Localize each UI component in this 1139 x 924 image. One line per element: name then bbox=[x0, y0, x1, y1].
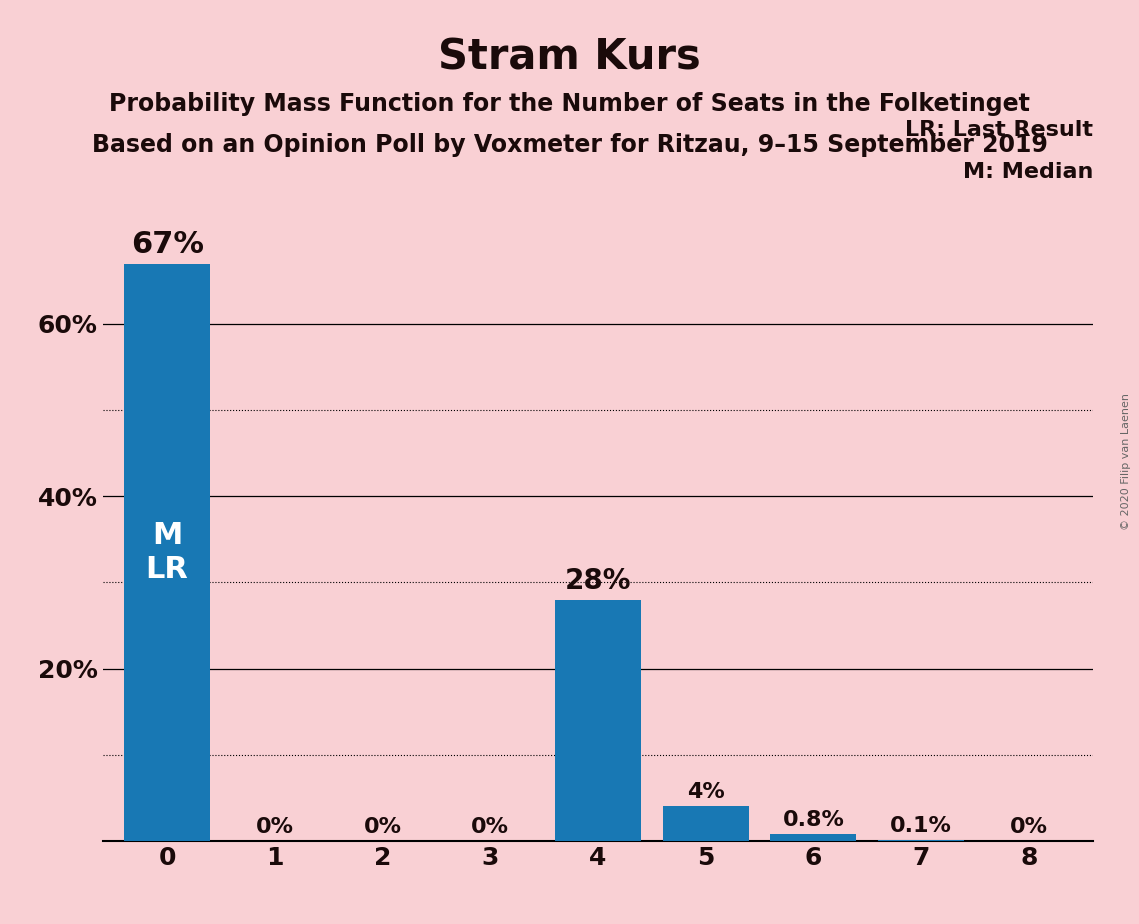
Bar bbox=[770, 834, 857, 841]
Bar bbox=[555, 600, 641, 841]
Text: Probability Mass Function for the Number of Seats in the Folketinget: Probability Mass Function for the Number… bbox=[109, 92, 1030, 116]
Text: Based on an Opinion Poll by Voxmeter for Ritzau, 9–15 September 2019: Based on an Opinion Poll by Voxmeter for… bbox=[91, 133, 1048, 157]
Bar bbox=[124, 263, 211, 841]
Bar bbox=[663, 807, 748, 841]
Text: 0%: 0% bbox=[472, 818, 509, 837]
Text: 28%: 28% bbox=[565, 567, 631, 595]
Text: Stram Kurs: Stram Kurs bbox=[439, 37, 700, 79]
Text: 0%: 0% bbox=[1010, 818, 1048, 837]
Text: 67%: 67% bbox=[131, 230, 204, 260]
Text: 0.1%: 0.1% bbox=[891, 816, 952, 835]
Text: M: Median: M: Median bbox=[964, 162, 1093, 182]
Text: M
LR: M LR bbox=[146, 521, 189, 584]
Text: 0.8%: 0.8% bbox=[782, 809, 844, 830]
Text: 0%: 0% bbox=[363, 818, 402, 837]
Text: 0%: 0% bbox=[256, 818, 294, 837]
Text: LR: Last Result: LR: Last Result bbox=[906, 120, 1093, 140]
Text: 4%: 4% bbox=[687, 782, 724, 802]
Text: © 2020 Filip van Laenen: © 2020 Filip van Laenen bbox=[1121, 394, 1131, 530]
